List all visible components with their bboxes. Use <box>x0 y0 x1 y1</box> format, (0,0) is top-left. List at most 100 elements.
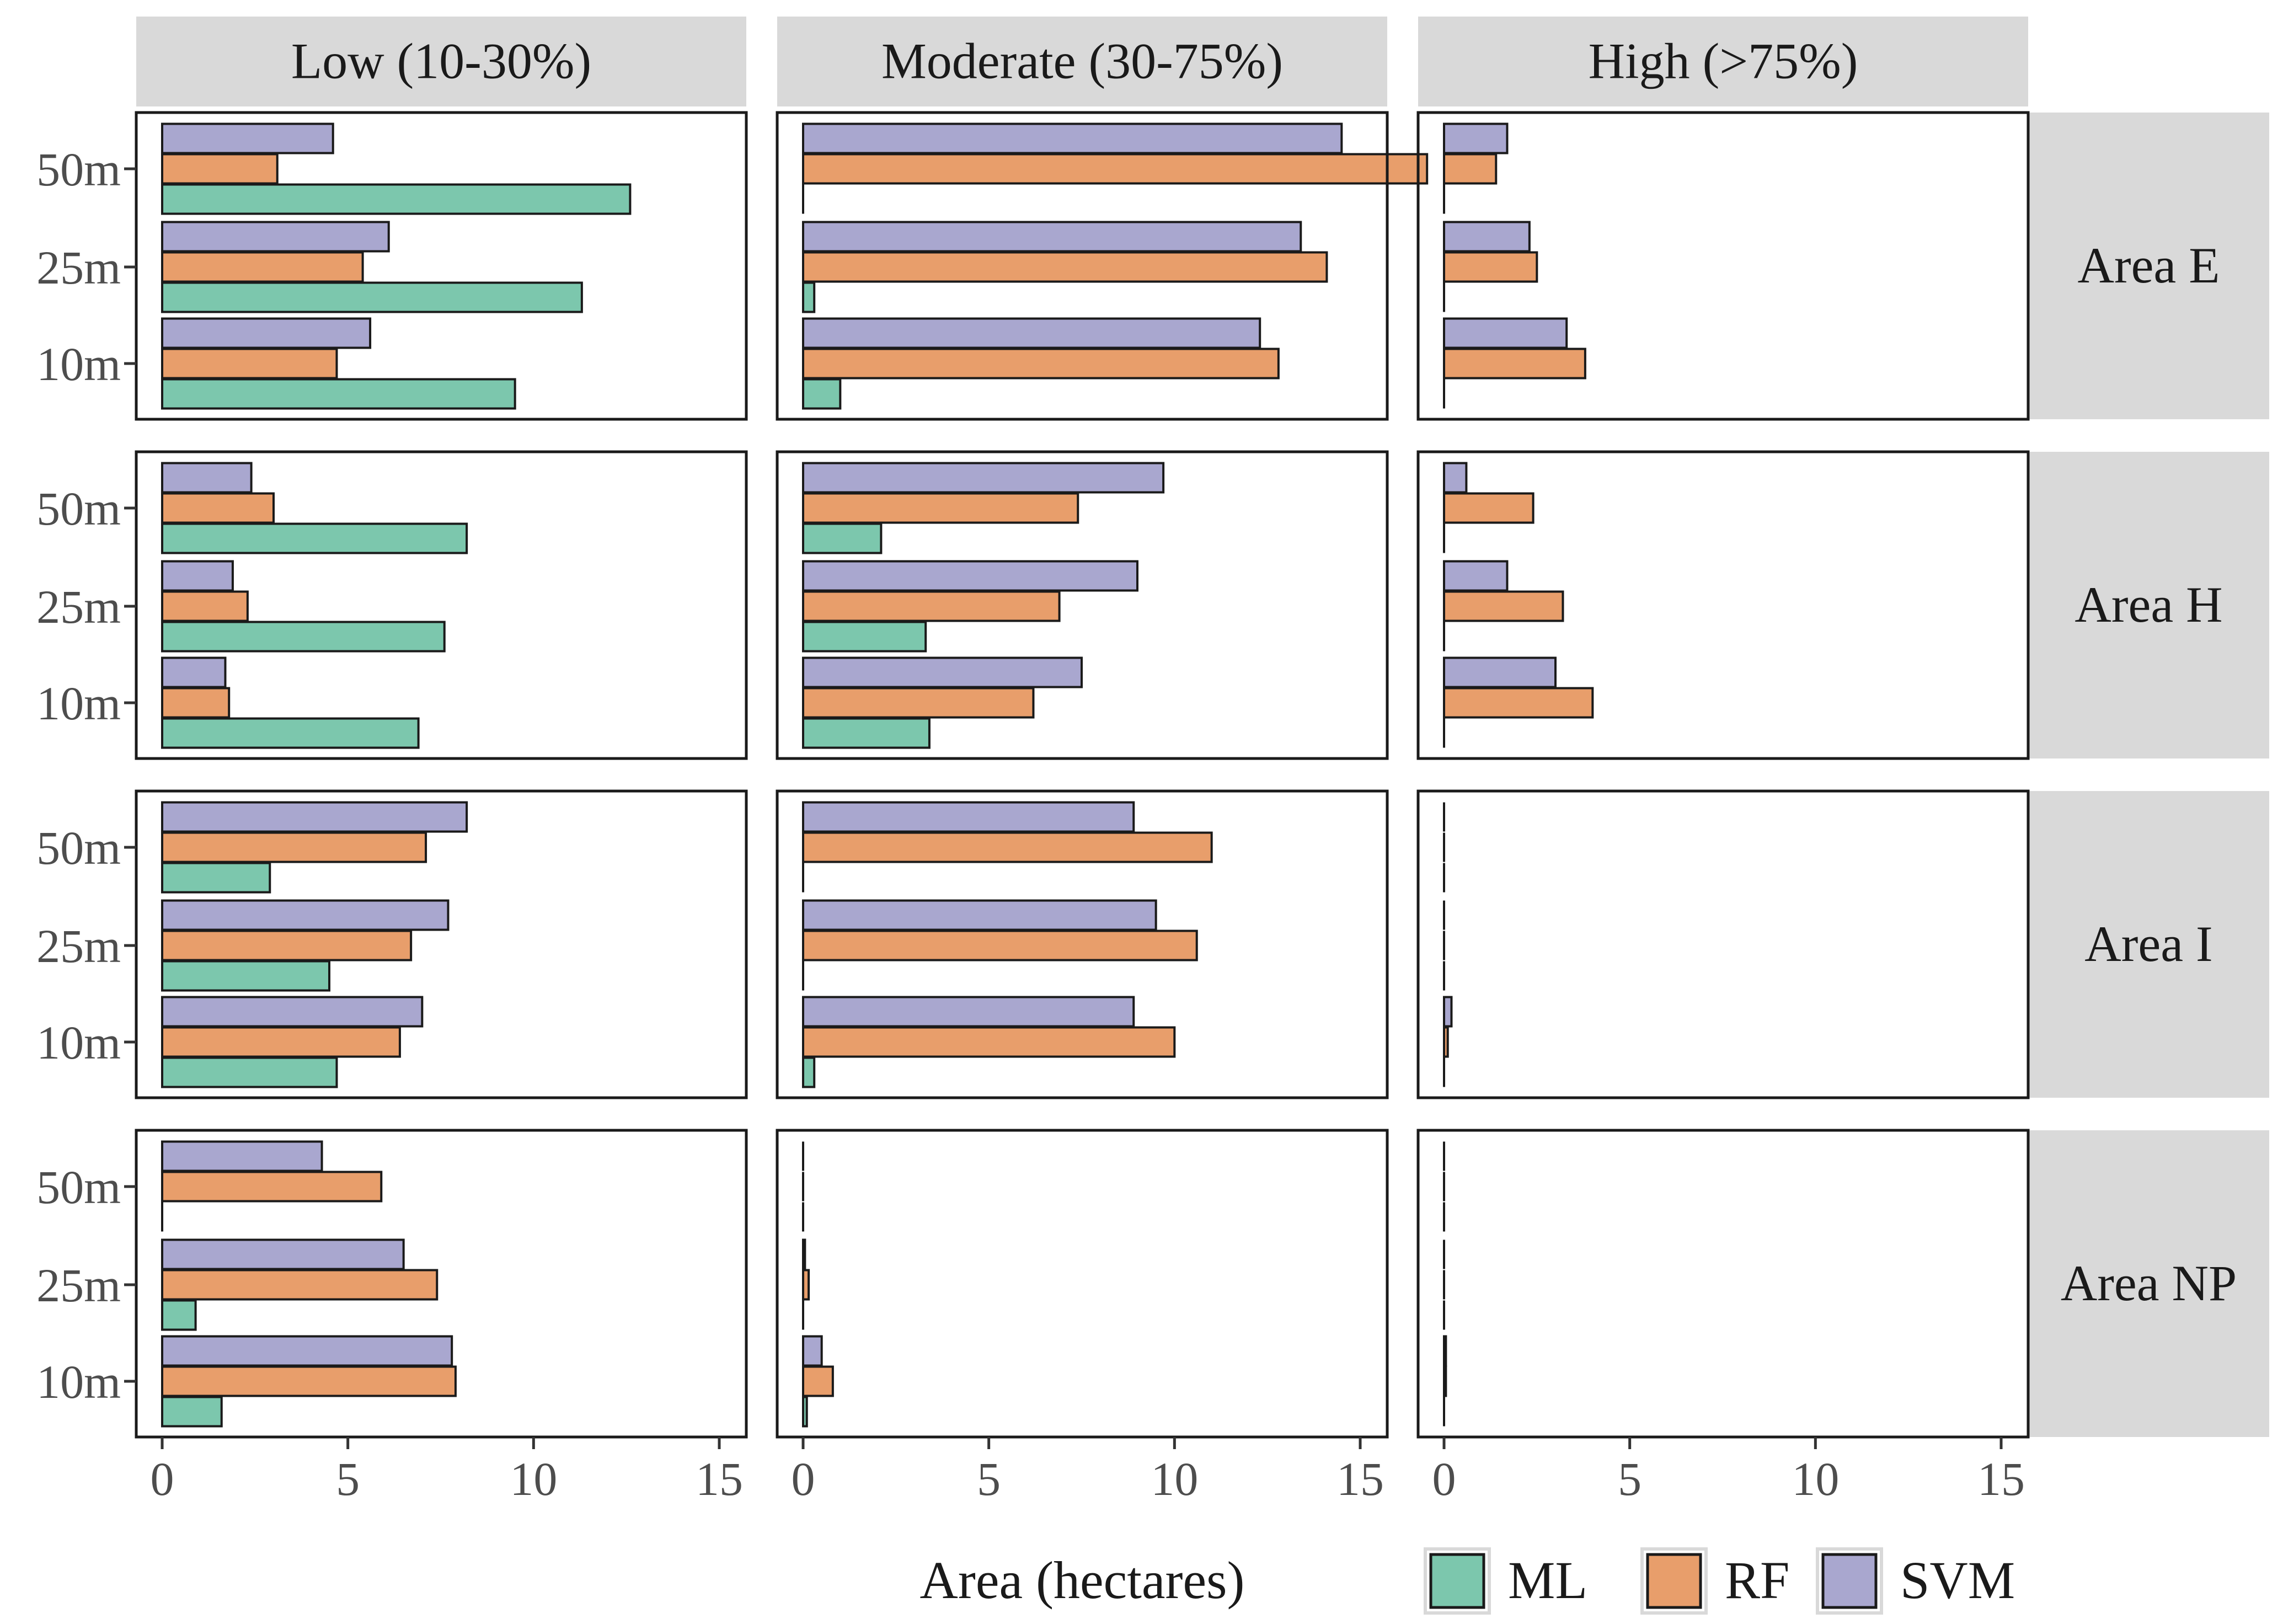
bar-svm-50m <box>161 1140 323 1172</box>
y-tick-label-25m: 25m <box>36 920 121 973</box>
row-strip-area-i <box>2028 791 2269 1098</box>
bar-svm-25m <box>161 221 390 253</box>
bar-rf-25m <box>161 251 364 283</box>
panel-border <box>776 789 1389 1099</box>
bar-rf-25m <box>802 590 1061 622</box>
bar-rf-10m <box>161 348 338 380</box>
x-tick-label: 15 <box>1977 1452 2025 1505</box>
panel-area-h-high-75 <box>1416 450 2030 760</box>
panel-border <box>1416 789 2030 1099</box>
bar-rf-25m <box>161 590 249 622</box>
column-strip-label: Moderate (30-75%) <box>881 33 1283 89</box>
bar-svm-25m <box>161 899 450 931</box>
panel-border <box>1416 1129 2030 1439</box>
bar-rf-10m <box>1443 1026 1449 1058</box>
bar-ml-10m <box>802 1056 816 1088</box>
legend-label-rf: RF <box>1725 1551 1789 1610</box>
bar-svm-10m <box>1443 1335 1447 1367</box>
y-tick-label-50m: 50m <box>36 821 121 874</box>
bar-svm-10m <box>802 996 1135 1028</box>
bar-svm-50m <box>802 801 1135 833</box>
bar-ml-10m <box>802 1396 808 1428</box>
y-tick-label-50m: 50m <box>36 143 121 196</box>
bar-svm-25m <box>802 221 1302 253</box>
bar-rf-50m <box>161 153 279 185</box>
panel-area-i-high-75 <box>1416 789 2030 1099</box>
x-tick-label: 0 <box>151 1452 174 1505</box>
bar-ml-50m <box>161 862 271 894</box>
legend-key-ml <box>1429 1553 1485 1609</box>
x-tick-label: 0 <box>1432 1452 1456 1505</box>
panel-border <box>776 111 1389 421</box>
x-tick-label: 10 <box>1792 1452 1839 1505</box>
row-strip-label: Area E <box>2078 237 2220 293</box>
bar-svm-25m <box>802 1238 806 1270</box>
bar-svm-25m <box>802 899 1157 931</box>
row-strip-area-h <box>2028 452 2269 758</box>
bar-ml-10m <box>161 378 516 410</box>
bar-ml-25m <box>802 281 816 313</box>
bar-rf-10m <box>1443 348 1586 380</box>
y-tick-label-50m: 50m <box>36 1161 121 1214</box>
bar-rf-10m <box>802 1026 1176 1058</box>
bar-ml-25m <box>161 1299 197 1331</box>
panel-area-e-high-75 <box>1416 111 2030 421</box>
bar-svm-50m <box>161 122 334 154</box>
bar-svm-25m <box>1443 560 1509 592</box>
bar-ml-10m <box>161 1056 338 1088</box>
bar-rf-50m <box>161 1171 383 1203</box>
bar-svm-50m <box>161 462 253 494</box>
bar-ml-50m <box>161 522 468 554</box>
panel-area-np-low-10-30: 10m 25m 50m 0 5 10 15 <box>36 1129 748 1505</box>
bar-ml-10m <box>802 717 931 749</box>
legend-key-frame <box>1640 1547 1708 1615</box>
bar-rf-10m <box>802 348 1280 380</box>
bar-rf-25m <box>1443 590 1564 622</box>
bar-rf-25m <box>802 251 1328 283</box>
panel-area-np-high-75: 0 5 10 15 <box>1416 1129 2030 1505</box>
row-strip-label: Area I <box>2084 916 2212 972</box>
bar-rf-25m <box>161 1269 439 1301</box>
x-tick-label: 5 <box>336 1452 360 1505</box>
bar-svm-10m <box>802 1335 823 1367</box>
bar-rf-10m <box>1443 1365 1447 1397</box>
legend-label-ml: ML <box>1508 1551 1587 1610</box>
bar-rf-50m <box>802 492 1079 524</box>
bar-svm-10m <box>161 996 424 1028</box>
x-tick-label: 5 <box>977 1452 1001 1505</box>
bar-svm-10m <box>161 1335 453 1367</box>
legend-label-svm: SVM <box>1900 1551 2015 1610</box>
bar-rf-10m <box>1443 687 1594 719</box>
column-strip-label: Low (10-30%) <box>291 33 591 89</box>
column-strip-low-10-30 <box>136 17 746 106</box>
y-tick-label-25m: 25m <box>36 1259 121 1312</box>
row-strip-area-np <box>2028 1130 2269 1437</box>
panel-area-h-moderate-30-75 <box>776 450 1389 760</box>
bar-svm-10m <box>1443 996 1453 1028</box>
x-tick-label: 15 <box>696 1452 743 1505</box>
legend-key-frame <box>1816 1547 1883 1615</box>
bar-rf-50m <box>1443 153 1498 185</box>
y-tick-label-10m: 10m <box>36 677 121 730</box>
panel-area-e-low-10-30: 10m 25m 50m <box>36 111 748 421</box>
panel-area-e-moderate-30-75 <box>776 111 1429 421</box>
x-tick-label: 10 <box>1151 1452 1198 1505</box>
bar-svm-25m <box>161 1238 405 1270</box>
x-tick-label: 0 <box>792 1452 815 1505</box>
x-tick-label: 15 <box>1336 1452 1384 1505</box>
panel-area-np-moderate-30-75: 0 5 10 15 <box>776 1129 1389 1505</box>
bar-svm-10m <box>802 317 1261 349</box>
bar-ml-25m <box>802 621 927 653</box>
bar-ml-50m <box>161 183 632 215</box>
bar-svm-10m <box>1443 656 1557 688</box>
bar-rf-10m <box>161 1365 457 1397</box>
y-tick-label-10m: 10m <box>36 1355 121 1408</box>
bar-rf-50m <box>802 153 1429 185</box>
row-strip-label: Area H <box>2075 576 2222 633</box>
facet-grid: Low (10-30%) Moderate (30-75%) High (>75%)… <box>136 17 2269 1437</box>
bar-ml-25m <box>161 281 583 313</box>
legend-key-rf <box>1646 1553 1702 1609</box>
y-tick-label-10m: 10m <box>36 1016 121 1069</box>
bar-rf-10m <box>161 687 231 719</box>
